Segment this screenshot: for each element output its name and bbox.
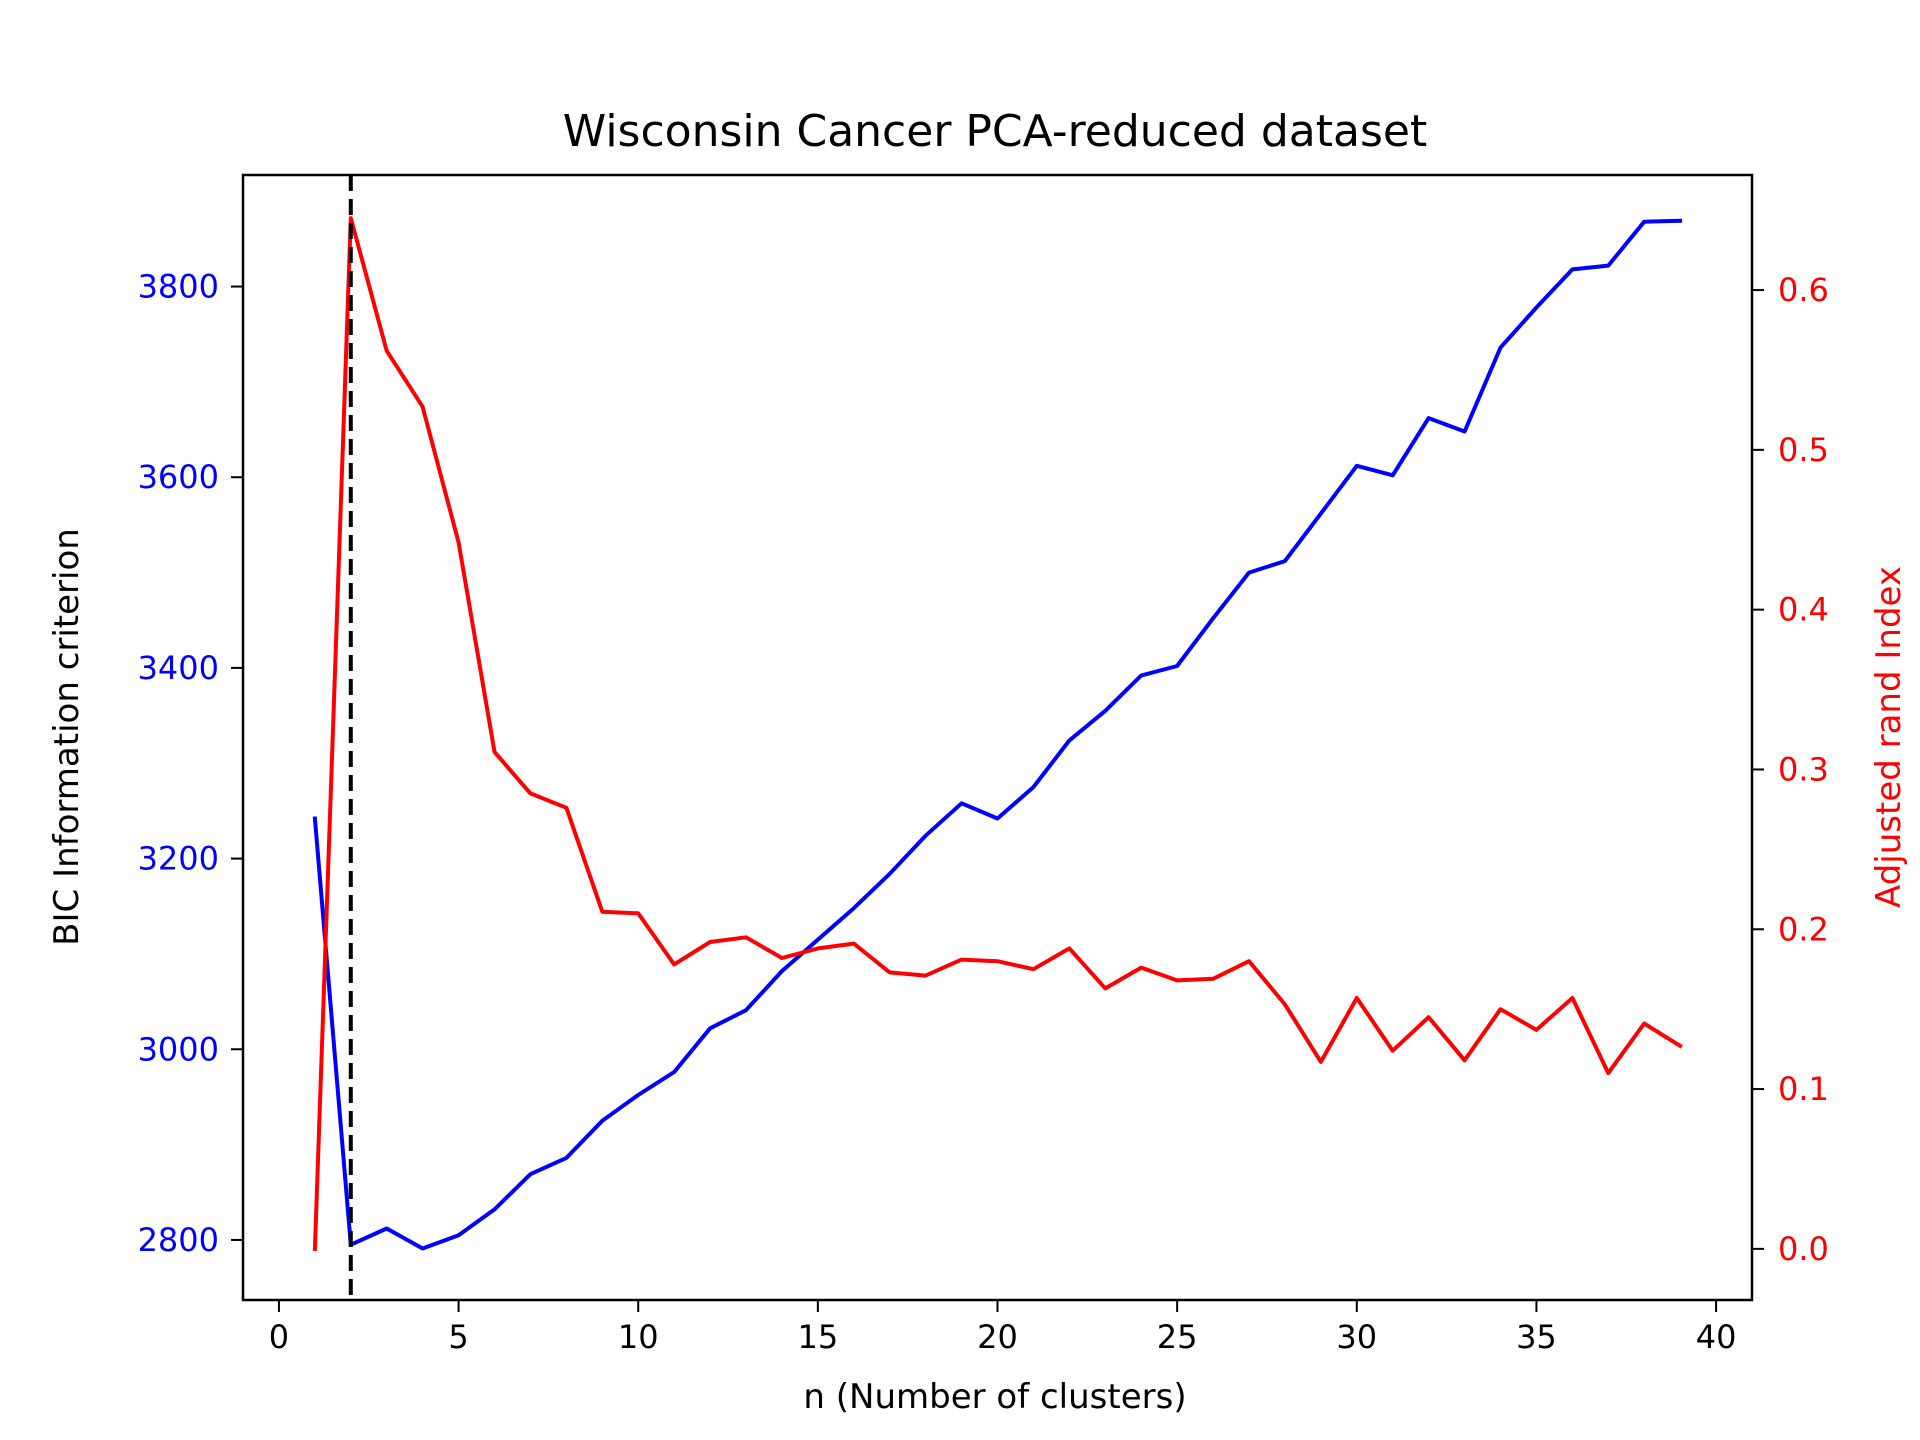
x-tick-label: 10 [618, 1318, 659, 1356]
series-layer [312, 216, 1683, 1251]
chart-title: Wisconsin Cancer PCA-reduced dataset [563, 106, 1427, 157]
right-y-tick-label: 0.3 [1778, 750, 1829, 788]
ari-series-line [312, 216, 1683, 1251]
left-y-tick-label: 3800 [138, 268, 219, 306]
x-tick-label: 20 [977, 1318, 1018, 1356]
left-y-tick-label: 3600 [138, 458, 219, 496]
right-y-tick-label: 0.5 [1778, 431, 1829, 469]
x-tick-label: 35 [1516, 1318, 1557, 1356]
x-tick-label: 0 [269, 1318, 289, 1356]
x-axis-label: n (Number of clusters) [803, 1377, 1186, 1417]
x-tick-label: 30 [1336, 1318, 1377, 1356]
x-tick-label: 40 [1696, 1318, 1737, 1356]
left-y-tick-label: 3200 [138, 840, 219, 878]
bic-series-line [312, 218, 1683, 1251]
right-y-tick-label: 0.2 [1778, 910, 1829, 948]
right-y-axis: 0.0 0.1 0.2 0.3 0.4 0.5 0.6 [1752, 271, 1829, 1268]
right-y-tick-label: 0.6 [1778, 271, 1829, 309]
x-tick-label: 5 [448, 1318, 468, 1356]
right-y-tick-label: 0.1 [1778, 1070, 1829, 1108]
right-y-tick-label: 0.0 [1778, 1230, 1829, 1268]
x-tick-label: 25 [1157, 1318, 1198, 1356]
left-y-axis: 2800 3000 3200 3400 3600 3800 [138, 268, 243, 1259]
right-y-axis-label: Adjusted rand Index [1869, 566, 1909, 908]
right-y-tick-label: 0.4 [1778, 591, 1829, 629]
left-y-tick-label: 3400 [138, 649, 219, 687]
x-tick-label: 15 [797, 1318, 838, 1356]
left-y-tick-label: 3000 [138, 1030, 219, 1068]
left-y-axis-label: BIC Information criterion [47, 528, 87, 946]
x-axis: 0 5 10 15 20 25 30 35 40 [269, 1300, 1737, 1356]
left-y-tick-label: 2800 [138, 1221, 219, 1259]
